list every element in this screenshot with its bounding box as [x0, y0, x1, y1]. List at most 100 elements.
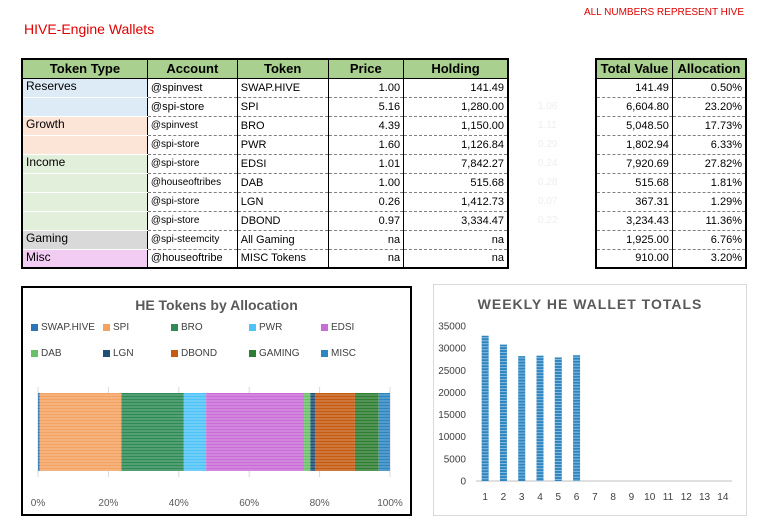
legend-swatch: [321, 350, 328, 357]
token-cell: MISC Tokens: [237, 249, 329, 269]
ghost-value: 1.06: [538, 101, 558, 112]
holding-cell: 1,412.73: [403, 192, 509, 212]
table-row: 6,604.80 23.20%: [596, 97, 747, 117]
price-cell: 1.01: [328, 154, 405, 174]
table-row: Income @spi-store EDSI 1.01 7,842.27: [22, 154, 509, 174]
x-tick-label: 80%: [310, 498, 330, 509]
price-cell: 5.16: [328, 97, 405, 117]
token-cell: SPI: [237, 97, 329, 117]
token-type-cell: [22, 173, 148, 193]
legend-label: DBOND: [181, 348, 218, 359]
total-value-cell: 6,604.80: [596, 97, 673, 117]
price-cell: 1.00: [328, 173, 405, 193]
allocation-chart: HE Tokens by Allocation SWAP.HIVE SPI BRO P…: [21, 286, 412, 516]
wallet-table: Token Type Account Token Price Holding R…: [21, 58, 509, 269]
y-tick-label: 5000: [444, 454, 467, 465]
token-type-cell: [22, 192, 148, 212]
weekly-chart-title: WEEKLY HE WALLET TOTALS: [477, 296, 703, 312]
x-tick-label: 8: [610, 492, 616, 503]
account-cell: @spi-store: [147, 135, 238, 155]
legend-label: PWR: [259, 322, 283, 333]
header-account: Account: [147, 59, 238, 79]
legend-swatch: [321, 324, 328, 331]
token-type-cell: [22, 211, 148, 231]
token-type-cell: [22, 97, 148, 117]
table-row: Growth @spinvest BRO 4.39 1,150.00: [22, 116, 509, 136]
table-row: 1,925.00 6.76%: [596, 230, 747, 250]
allocation-segment: [38, 393, 40, 471]
legend-swatch: [31, 350, 38, 357]
token-type-cell: Gaming: [22, 230, 148, 250]
weekly-bar: [536, 355, 544, 481]
total-value-cell: 1,925.00: [596, 230, 673, 250]
header-price: Price: [328, 59, 405, 79]
y-tick-label: 0: [460, 477, 466, 488]
legend-swatch: [249, 324, 256, 331]
x-tick-label: 2: [501, 492, 507, 503]
holding-cell: 1,150.00: [403, 116, 509, 136]
legend-label: EDSI: [331, 322, 355, 333]
legend-item: MISC: [321, 348, 356, 359]
total-value-cell: 515.68: [596, 173, 673, 193]
page-title: HIVE-Engine Wallets: [24, 21, 155, 37]
token-type-cell: Reserves: [22, 78, 148, 98]
holding-cell: 141.49: [403, 78, 509, 98]
allocation-cell: 6.33%: [672, 135, 747, 155]
table-row: 5,048.50 17.73%: [596, 116, 747, 136]
legend-swatch: [31, 324, 38, 331]
token-cell: DAB: [237, 173, 329, 193]
allocation-cell: 0.50%: [672, 78, 747, 98]
table-row: @spi-store DBOND 0.97 3,334.47: [22, 211, 509, 231]
table-row: 7,920.69 27.82%: [596, 154, 747, 174]
y-tick-label: 30000: [438, 344, 466, 355]
legend-item: DBOND: [171, 348, 217, 359]
account-cell: @houseoftribe: [147, 249, 238, 269]
account-cell: @spi-steemcity: [147, 230, 238, 250]
token-cell: BRO: [237, 116, 329, 136]
account-cell: @houseoftribes: [147, 173, 238, 193]
holding-cell: na: [403, 230, 509, 250]
table-row: 3,234.43 11.36%: [596, 211, 747, 231]
holding-cell: 1,280.00: [403, 97, 509, 117]
token-type-cell: [22, 135, 148, 155]
total-value-cell: 5,048.50: [596, 116, 673, 136]
x-tick-label: 12: [681, 492, 693, 503]
allocation-segment: [354, 393, 379, 471]
table-row: Gaming @spi-steemcity All Gaming na na: [22, 230, 509, 250]
account-cell: @spi-store: [147, 97, 238, 117]
x-tick-label: 10: [644, 492, 656, 503]
x-tick-label: 6: [574, 492, 580, 503]
header-total-value: Total Value: [596, 59, 673, 79]
allocation-cell: 27.82%: [672, 154, 747, 174]
table-row: @spi-store SPI 5.16 1,280.00: [22, 97, 509, 117]
header-token: Token: [237, 59, 329, 79]
x-tick-label: 14: [717, 492, 729, 503]
legend-swatch: [103, 324, 110, 331]
account-cell: @spi-store: [147, 192, 238, 212]
token-cell: PWR: [237, 135, 329, 155]
holding-cell: na: [403, 249, 509, 269]
legend-item: EDSI: [321, 322, 354, 333]
token-type-cell: Growth: [22, 116, 148, 136]
legend-label: LGN: [113, 348, 134, 359]
allocation-segment: [314, 393, 355, 471]
currency-note: ALL NUMBERS REPRESENT HIVE: [583, 7, 744, 18]
x-tick-label: 13: [699, 492, 711, 503]
holding-cell: 7,842.27: [403, 154, 509, 174]
legend-item: PWR: [249, 322, 282, 333]
total-value-cell: 1,802.94: [596, 135, 673, 155]
total-value-cell: 367.31: [596, 192, 673, 212]
allocation-cell: 11.36%: [672, 211, 747, 231]
allocation-cell: 6.76%: [672, 230, 747, 250]
price-cell: 1.60: [328, 135, 405, 155]
weekly-bar: [518, 356, 526, 481]
allocation-segment: [378, 393, 390, 471]
holding-cell: 515.68: [403, 173, 509, 193]
price-cell: 1.00: [328, 78, 405, 98]
legend-label: BRO: [181, 322, 203, 333]
legend-label: DAB: [41, 348, 62, 359]
x-tick-label: 40%: [169, 498, 189, 509]
allocation-segment: [183, 393, 207, 471]
y-tick-label: 10000: [438, 432, 466, 443]
